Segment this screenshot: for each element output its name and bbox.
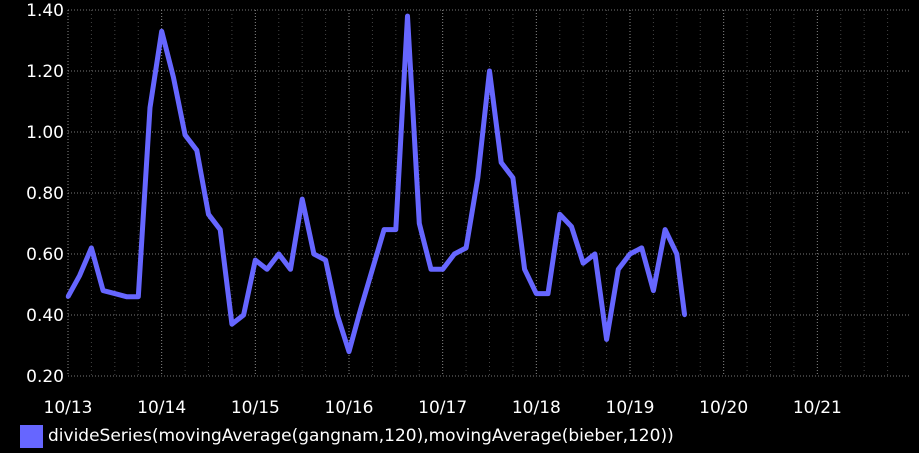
series-point	[580, 260, 586, 266]
series-point	[662, 227, 668, 232]
legend: divideSeries(movingAverage(gangnam,120),…	[20, 423, 674, 449]
series-point	[299, 196, 305, 202]
series-point	[264, 267, 270, 272]
series-point	[475, 175, 480, 180]
series-point	[241, 312, 246, 318]
series-point	[417, 221, 422, 226]
series-point	[206, 212, 211, 217]
x-tick-label: 10/19	[606, 398, 655, 418]
series-point	[405, 13, 410, 19]
y-tick-label: 0.20	[26, 367, 64, 387]
series-point	[194, 148, 199, 153]
x-tick-label: 10/16	[325, 398, 374, 418]
series-point	[276, 251, 281, 257]
series-point	[534, 291, 539, 296]
legend-label: divideSeries(movingAverage(gangnam,120),…	[48, 426, 674, 446]
x-axis-ticks: 10/13 10/14 10/15 10/16 10/17 10/18 10/19 10/20…	[44, 398, 842, 418]
series-point	[682, 312, 687, 318]
series-point	[147, 105, 153, 110]
series-point	[651, 288, 656, 293]
series-point	[253, 257, 258, 263]
series-point	[89, 245, 94, 251]
series-point	[323, 257, 328, 263]
series-point	[627, 251, 633, 257]
x-tick-label: 10/15	[231, 398, 280, 418]
x-tick-label: 10/13	[44, 398, 93, 418]
y-tick-label: 1.40	[26, 1, 64, 21]
x-tick-label: 10/18	[512, 398, 561, 418]
grid	[67, 9, 911, 377]
series-point	[639, 245, 644, 251]
series-point	[545, 291, 551, 296]
series-point	[463, 245, 469, 251]
series-point	[616, 267, 621, 272]
series-layer	[65, 13, 688, 355]
series-point	[499, 160, 504, 165]
series-point	[370, 267, 375, 272]
series-point	[65, 294, 71, 299]
y-tick-label: 0.80	[26, 184, 64, 204]
series-point	[346, 349, 352, 354]
series-point	[440, 267, 445, 272]
series-point	[557, 212, 562, 217]
x-tick-label: 10/21	[793, 398, 842, 418]
series-point	[218, 227, 223, 232]
series-point	[288, 267, 293, 272]
series-point	[159, 29, 164, 34]
y-tick-label: 1.00	[26, 123, 64, 143]
y-tick-label: 0.40	[26, 306, 64, 326]
series-point	[452, 251, 457, 257]
series-point	[604, 337, 609, 342]
series-point	[381, 227, 387, 232]
series-line	[65, 13, 688, 355]
series-point	[592, 251, 598, 257]
series-point	[124, 294, 129, 299]
series-point	[335, 312, 340, 318]
series-point	[487, 68, 492, 74]
y-axis-ticks: 0.20 0.40 0.60 0.80 1.00 1.20 1.40	[26, 1, 64, 387]
series-point	[311, 251, 317, 257]
series-point	[171, 74, 176, 80]
legend-swatch	[20, 424, 43, 448]
y-tick-label: 0.60	[26, 245, 64, 265]
x-tick-label: 10/17	[418, 398, 467, 418]
series-point	[229, 321, 235, 327]
x-tick-label: 10/20	[699, 398, 748, 418]
series-point	[77, 273, 82, 278]
series-point	[522, 267, 527, 272]
series-point	[182, 132, 188, 138]
series-point	[358, 306, 363, 312]
y-tick-label: 1.20	[26, 62, 64, 82]
series-point	[393, 227, 399, 232]
series-point	[510, 175, 516, 180]
series-point	[112, 291, 118, 296]
series-point	[674, 251, 680, 257]
series-point	[100, 288, 106, 293]
series-point	[136, 294, 141, 299]
x-tick-label: 10/14	[137, 398, 186, 418]
series-point	[428, 267, 434, 272]
series-point	[569, 224, 574, 229]
